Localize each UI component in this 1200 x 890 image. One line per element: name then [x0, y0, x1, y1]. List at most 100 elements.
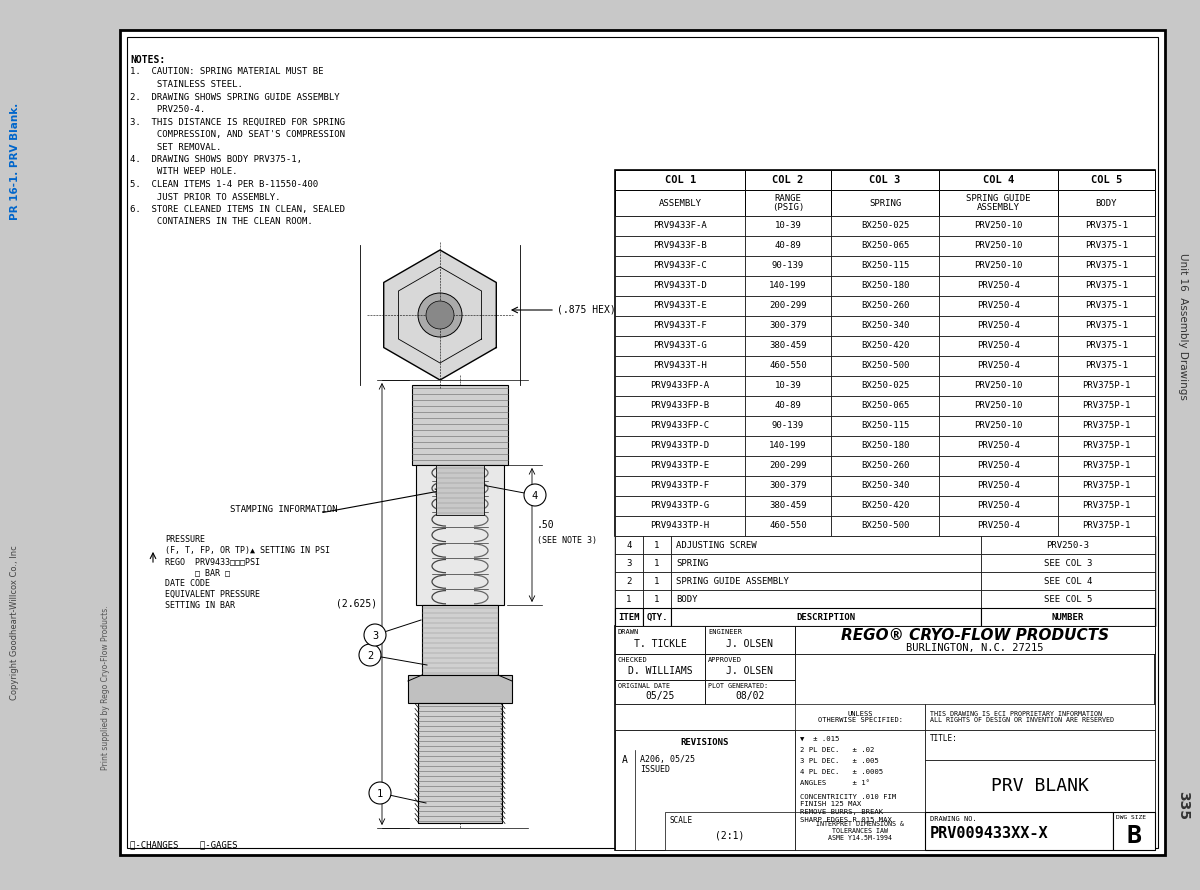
Text: PRV375-1: PRV375-1: [1085, 361, 1128, 370]
Text: PRV9433T-E: PRV9433T-E: [653, 302, 707, 311]
Bar: [1058, 256, 1154, 276]
Text: PRV9433FP-C: PRV9433FP-C: [650, 422, 709, 431]
Bar: [830, 296, 940, 316]
Text: THIS DRAWING IS ECI PROPRIETARY INFORMATION
ALL RIGHTS OF DESIGN OR INVENTION AR: THIS DRAWING IS ECI PROPRIETARY INFORMAT…: [930, 710, 1114, 724]
Text: BX250-340: BX250-340: [860, 481, 910, 490]
Text: DWG SIZE: DWG SIZE: [1116, 815, 1146, 820]
Text: COMPRESSION, AND SEAT'S COMPRESSION: COMPRESSION, AND SEAT'S COMPRESSION: [130, 130, 346, 139]
Text: □ BAR □: □ BAR □: [166, 568, 230, 577]
Text: 460-550: 460-550: [769, 361, 806, 370]
Text: 3 PL DEC.   ± .005: 3 PL DEC. ± .005: [800, 758, 878, 764]
Bar: [422, 605, 498, 675]
Bar: [616, 376, 745, 396]
Text: STAMPING INFORMATION: STAMPING INFORMATION: [230, 505, 337, 514]
Bar: [643, 554, 671, 572]
Text: PRV250-4: PRV250-4: [977, 501, 1020, 511]
Text: CHECKED: CHECKED: [618, 657, 648, 663]
Bar: [412, 385, 508, 465]
Bar: [671, 536, 982, 554]
Text: ANGLES      ± 1°: ANGLES ± 1°: [800, 780, 870, 786]
Bar: [982, 608, 1154, 626]
Text: 200-299: 200-299: [769, 302, 806, 311]
Bar: [616, 516, 745, 536]
Bar: [616, 456, 745, 476]
Bar: [745, 316, 830, 336]
Text: RANGE
(PSIG): RANGE (PSIG): [772, 194, 804, 213]
Bar: [1058, 476, 1154, 496]
Bar: [830, 376, 940, 396]
Bar: [830, 216, 940, 236]
Text: PRV250-10: PRV250-10: [974, 262, 1022, 271]
Text: REGO  PRV9433□□□PSI: REGO PRV9433□□□PSI: [166, 557, 260, 566]
Text: SPRING GUIDE ASSEMBLY: SPRING GUIDE ASSEMBLY: [676, 577, 788, 586]
Text: PRV375P-1: PRV375P-1: [1082, 501, 1130, 511]
Text: BX250-065: BX250-065: [860, 401, 910, 410]
Bar: [1058, 516, 1154, 536]
Text: PR 16-1. PRV Blank.: PR 16-1. PRV Blank.: [10, 102, 20, 220]
Text: BX250-180: BX250-180: [860, 441, 910, 450]
Circle shape: [364, 624, 386, 646]
Text: SCALE: SCALE: [670, 816, 694, 825]
Text: PRV375-1: PRV375-1: [1085, 241, 1128, 250]
Bar: [982, 536, 1154, 554]
Text: DATE CODE: DATE CODE: [166, 579, 210, 588]
Text: 5.  CLEAN ITEMS 1-4 PER B-11550-400: 5. CLEAN ITEMS 1-4 PER B-11550-400: [130, 180, 318, 189]
Text: 380-459: 380-459: [769, 501, 806, 511]
Text: PRV375-1: PRV375-1: [1085, 321, 1128, 330]
Bar: [671, 608, 982, 626]
Text: 08/02: 08/02: [736, 691, 764, 700]
Bar: [940, 190, 1058, 216]
Circle shape: [426, 301, 454, 329]
Bar: [830, 316, 940, 336]
Bar: [745, 336, 830, 356]
Text: J. OLSEN: J. OLSEN: [726, 666, 774, 676]
Bar: [1058, 170, 1154, 190]
Bar: [830, 190, 940, 216]
Bar: [1058, 216, 1154, 236]
Text: 140-199: 140-199: [769, 441, 806, 450]
Text: 300-379: 300-379: [769, 321, 806, 330]
Text: 6.  STORE CLEANED ITEMS IN CLEAN, SEALED: 6. STORE CLEANED ITEMS IN CLEAN, SEALED: [130, 205, 346, 214]
Bar: [643, 590, 671, 608]
Bar: [616, 554, 643, 572]
Text: (2.625): (2.625): [336, 599, 377, 609]
Bar: [925, 730, 1154, 760]
Text: 4: 4: [626, 540, 631, 549]
Text: PRV250-4: PRV250-4: [977, 302, 1020, 311]
Text: ▼  ± .015: ▼ ± .015: [800, 736, 839, 742]
Bar: [616, 236, 745, 256]
Text: COL 2: COL 2: [773, 175, 804, 185]
Text: 90-139: 90-139: [772, 422, 804, 431]
Bar: [745, 496, 830, 516]
Text: SPRING GUIDE
ASSEMBLY: SPRING GUIDE ASSEMBLY: [966, 194, 1031, 213]
Bar: [745, 476, 830, 496]
Text: BODY: BODY: [1096, 198, 1117, 207]
Text: B: B: [1127, 824, 1141, 848]
Bar: [706, 680, 796, 704]
Text: 90-139: 90-139: [772, 262, 804, 271]
Text: COL 3: COL 3: [869, 175, 901, 185]
Text: SPRING: SPRING: [676, 559, 708, 568]
Bar: [616, 590, 643, 608]
Text: ENGINEER: ENGINEER: [708, 629, 742, 635]
Bar: [643, 536, 671, 554]
Circle shape: [370, 782, 391, 804]
Text: PRV BLANK: PRV BLANK: [991, 777, 1088, 795]
Text: PRV250-10: PRV250-10: [974, 382, 1022, 391]
Bar: [940, 436, 1058, 456]
Bar: [745, 190, 830, 216]
Bar: [616, 572, 643, 590]
Text: (2:1): (2:1): [715, 831, 745, 841]
Text: REVISIONS: REVISIONS: [680, 738, 730, 747]
Text: 2.  DRAWING SHOWS SPRING GUIDE ASSEMBLY: 2. DRAWING SHOWS SPRING GUIDE ASSEMBLY: [130, 93, 340, 101]
Bar: [1058, 356, 1154, 376]
Text: 40-89: 40-89: [774, 241, 802, 250]
Text: APPROVED: APPROVED: [708, 657, 742, 663]
Bar: [982, 590, 1154, 608]
Bar: [616, 608, 643, 626]
Bar: [830, 256, 940, 276]
Text: PRV250-3: PRV250-3: [1046, 540, 1090, 549]
Bar: [940, 516, 1058, 536]
Bar: [643, 608, 671, 626]
Bar: [1058, 436, 1154, 456]
